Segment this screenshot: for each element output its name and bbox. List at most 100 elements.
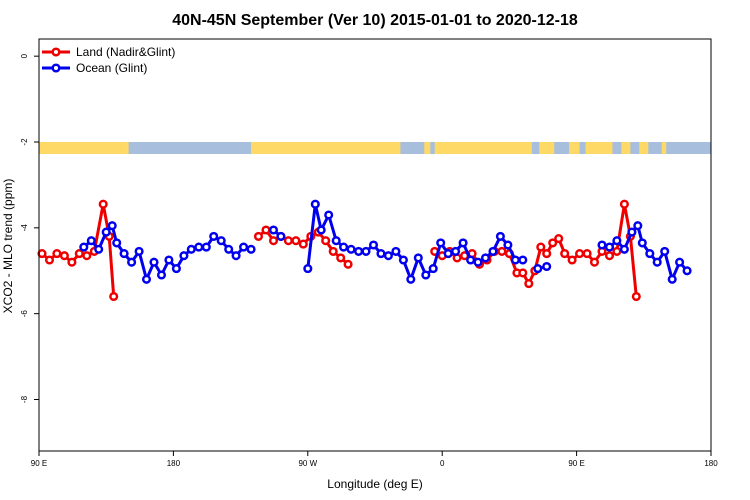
data-point	[597, 240, 607, 250]
x-tick-label: 90 E	[568, 459, 584, 468]
data-point	[473, 257, 483, 267]
data-point	[466, 255, 476, 265]
data-point	[560, 249, 570, 259]
data-point	[224, 244, 234, 254]
data-point	[37, 249, 47, 259]
data-point	[346, 244, 356, 254]
data-point	[343, 259, 353, 269]
data-point	[134, 246, 144, 256]
land-strip-segment	[585, 142, 613, 154]
x-tick-label: 0	[440, 459, 445, 468]
data-point	[201, 242, 211, 252]
data-point	[328, 246, 338, 256]
data-point	[321, 236, 331, 246]
data-point	[310, 199, 320, 209]
data-point	[660, 246, 670, 256]
data-point	[451, 246, 461, 256]
data-point	[421, 270, 431, 280]
data-point	[141, 274, 152, 284]
land-strip-segment	[569, 142, 580, 154]
x-axis: 90 E 180 90 W 0 90 E 180	[31, 451, 718, 468]
data-point	[533, 264, 543, 274]
data-point	[231, 251, 241, 261]
data-point	[391, 246, 401, 256]
data-point	[554, 234, 564, 244]
land-strip-segment	[661, 142, 667, 154]
data-point	[458, 238, 468, 248]
x-tick-label: 180	[704, 459, 718, 468]
data-point	[59, 251, 69, 261]
data-point	[339, 242, 349, 252]
data-point	[67, 257, 77, 267]
data-point	[79, 242, 89, 252]
data-point	[261, 225, 271, 235]
data-point	[44, 255, 55, 265]
data-point	[156, 270, 167, 280]
data-point	[112, 238, 122, 248]
chart-title: 40N-45N September (Ver 10) 2015-01-01 to…	[172, 12, 578, 29]
data-point	[567, 255, 577, 265]
legend-marker	[51, 63, 61, 73]
data-point	[406, 274, 416, 284]
data-point	[637, 238, 647, 248]
land-ocean-strip	[39, 142, 711, 154]
data-point	[542, 261, 552, 272]
data-point	[354, 246, 364, 256]
data-point	[98, 199, 108, 209]
legend-label: Ocean (Glint)	[76, 61, 147, 75]
data-point	[524, 279, 534, 289]
data-point	[246, 244, 256, 254]
data-point	[582, 249, 592, 259]
plot-frame	[38, 38, 712, 452]
land-strip-segment	[539, 142, 555, 154]
legend-label: Land (Nadir&Glint)	[76, 45, 175, 59]
x-tick-label: 180	[167, 459, 181, 468]
data-point	[612, 246, 622, 256]
data-point	[336, 253, 346, 263]
data-point	[436, 238, 446, 248]
data-point	[171, 264, 181, 274]
y-tick-label: -4	[20, 224, 29, 232]
data-point	[497, 246, 507, 256]
data-point	[682, 266, 692, 276]
data-point	[324, 210, 334, 220]
data-point	[253, 231, 264, 241]
data-point	[604, 242, 615, 252]
data-point	[268, 225, 279, 235]
data-point	[298, 239, 308, 249]
data-point	[179, 251, 189, 261]
y-axis-label: XCO2 - MLO trend (ppm)	[1, 179, 15, 314]
data-point	[619, 244, 629, 254]
data-point	[548, 238, 558, 248]
data-point	[383, 251, 393, 261]
series-ocean	[79, 199, 692, 284]
data-point	[107, 221, 117, 231]
land-strip-segment	[639, 142, 649, 154]
data-point	[667, 274, 677, 284]
land-strip-segment	[122, 142, 126, 154]
data-point	[510, 255, 520, 265]
data-point	[376, 249, 386, 259]
data-point	[631, 291, 641, 302]
data-point	[612, 236, 622, 246]
data-point	[82, 251, 92, 261]
data-point	[604, 251, 615, 261]
data-point	[443, 249, 453, 259]
y-tick-label: -6	[20, 310, 29, 318]
data-point	[194, 242, 204, 252]
data-point	[503, 240, 513, 250]
data-point	[536, 242, 546, 252]
data-point	[149, 257, 159, 267]
land-strip-segment	[621, 142, 631, 154]
data-point	[589, 257, 600, 267]
data-point	[268, 236, 279, 246]
y-axis: 0 -2 -4 -6 -8	[20, 53, 39, 403]
x-axis-label: Longitude (deg E)	[327, 477, 422, 491]
series-land	[37, 199, 641, 302]
x-tick-label: 90 W	[298, 459, 317, 468]
data-point	[119, 249, 129, 259]
y-tick-label: -8	[20, 395, 29, 403]
data-point	[518, 268, 528, 278]
y-tick-label: -2	[20, 138, 29, 146]
